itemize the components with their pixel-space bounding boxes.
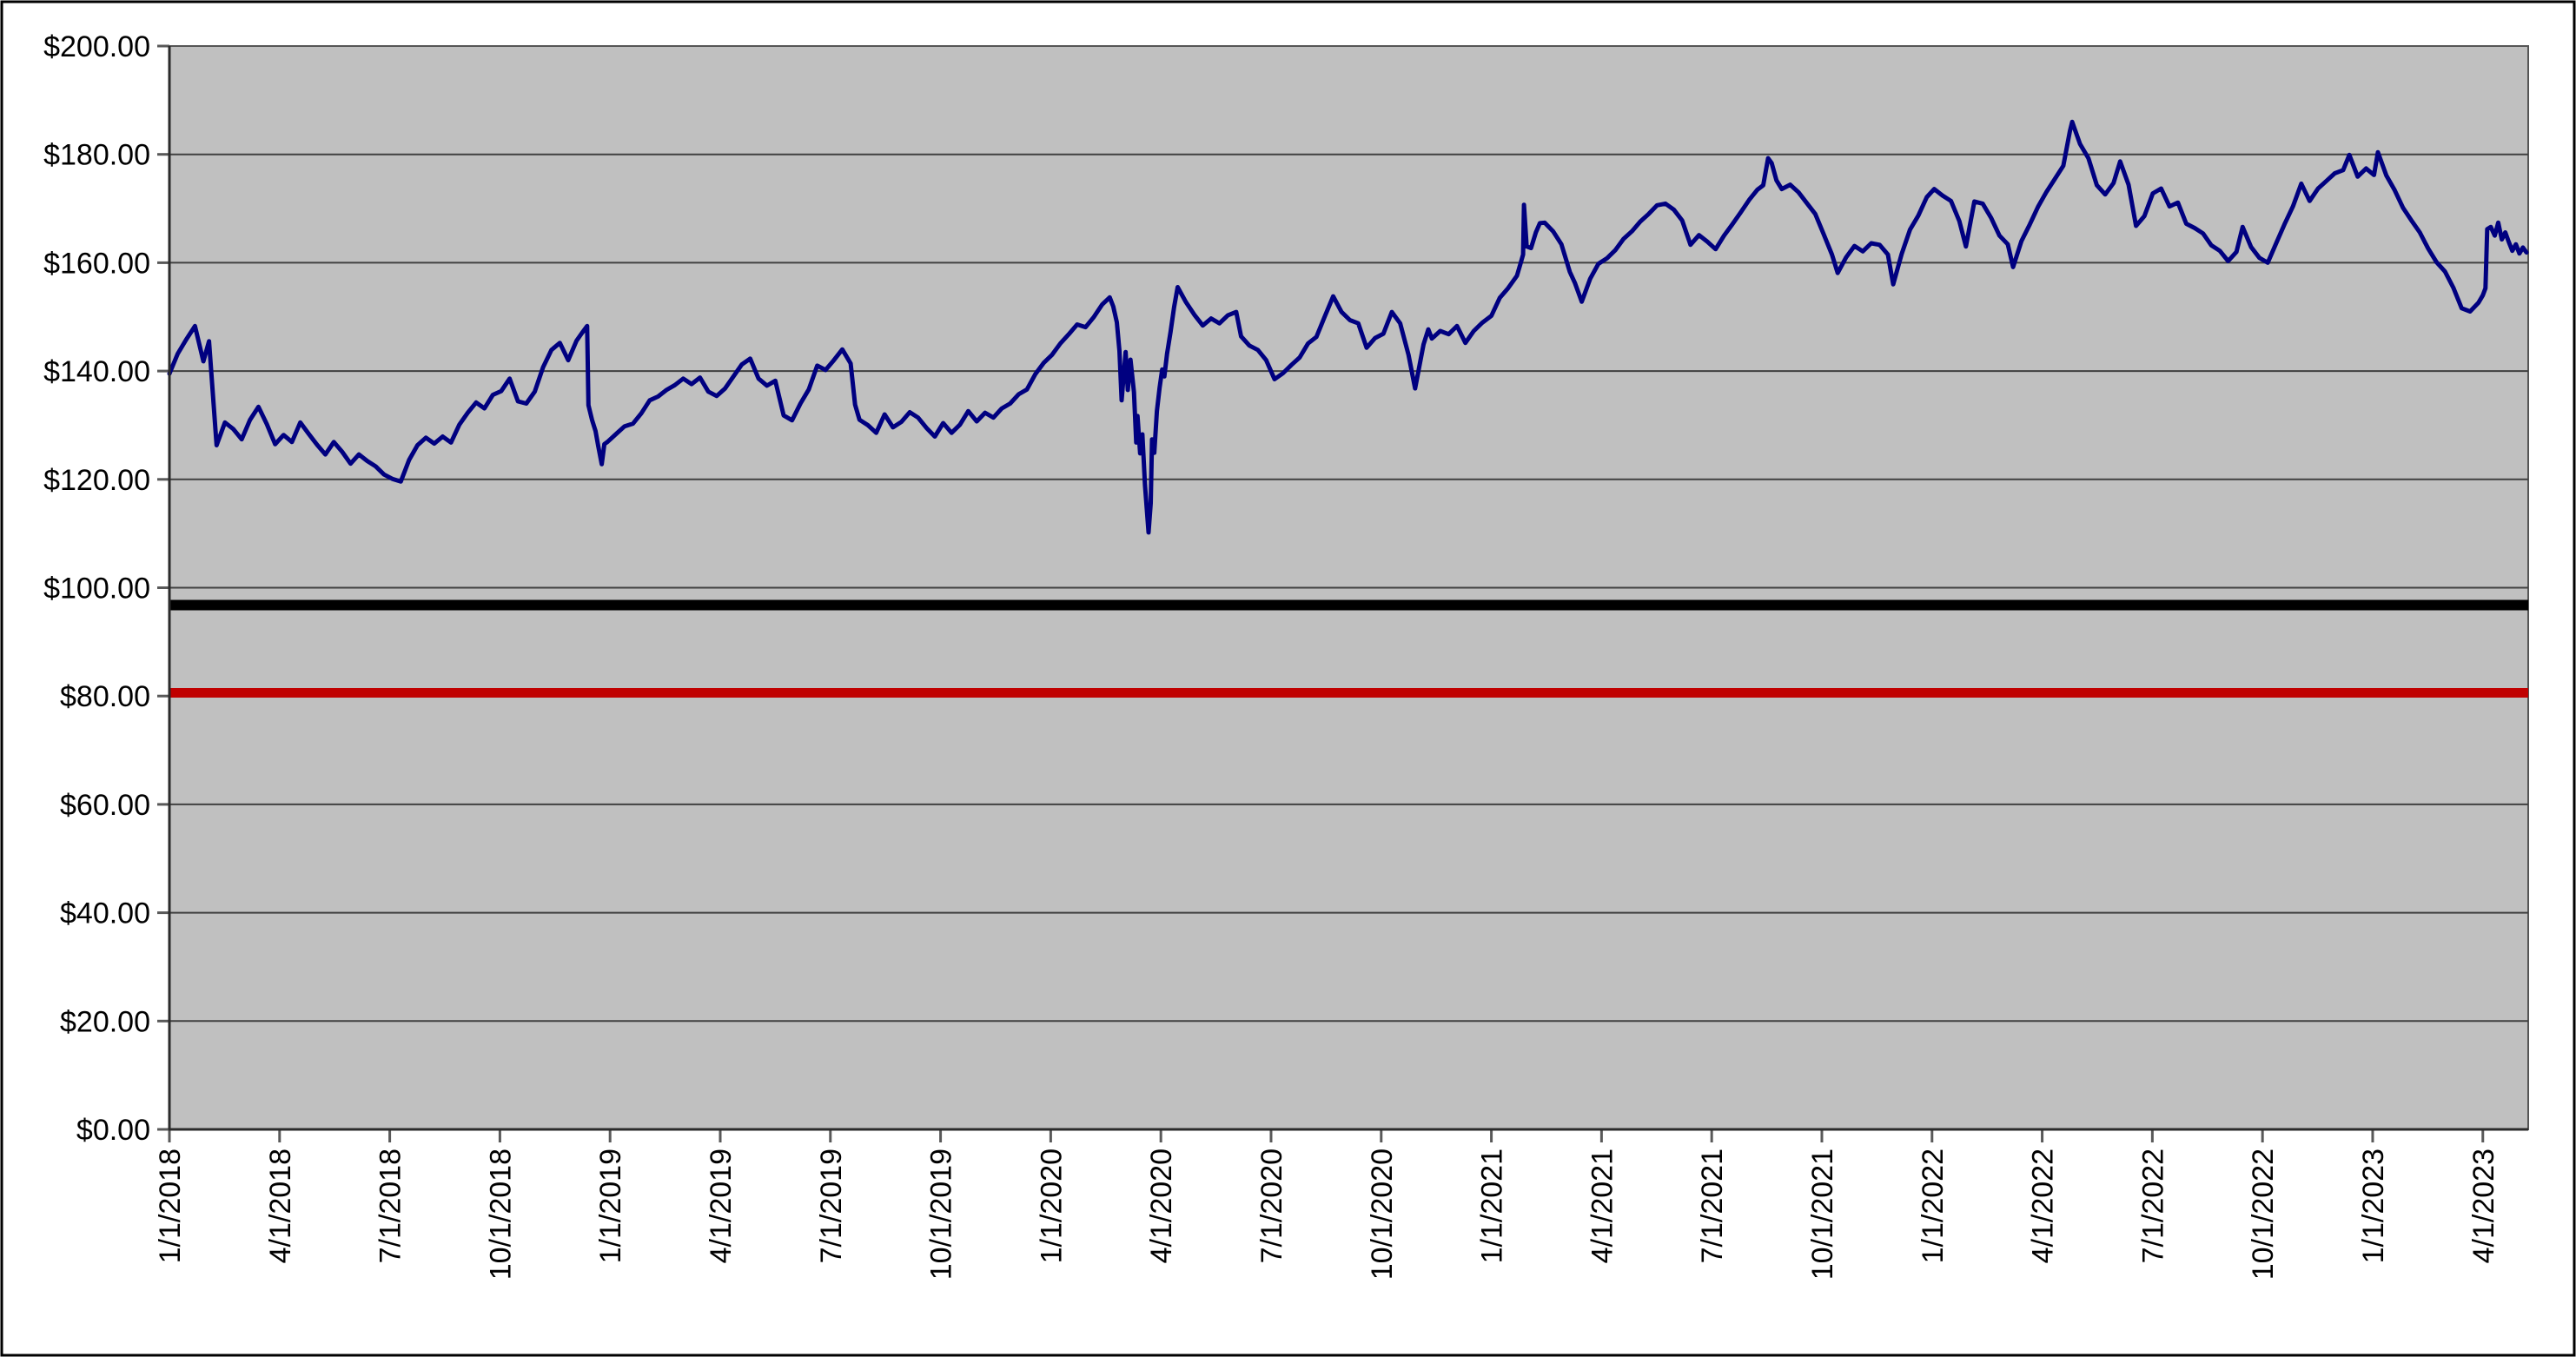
x-axis-label-4/1/2022: 4/1/2022 <box>2027 1148 2060 1263</box>
y-axis-ticks <box>157 44 169 1131</box>
y-axis-labels: $200.00 $180.00 $160.00 $140.00 $120.00 $100.… <box>43 30 150 1147</box>
x-axis-label-7/1/2018: 7/1/2018 <box>374 1148 407 1263</box>
x-axis-label-4/1/2020: 4/1/2020 <box>1145 1148 1178 1263</box>
y-axis-label-100: $100.00 <box>43 573 150 606</box>
x-axis-label-4/1/2019: 4/1/2019 <box>705 1148 738 1263</box>
x-axis-label-7/1/2019: 7/1/2019 <box>815 1148 848 1263</box>
x-axis-label-4/1/2021: 4/1/2021 <box>1586 1148 1619 1263</box>
y-axis-label-180: $180.00 <box>43 139 150 172</box>
x-axis-label-1/1/2022: 1/1/2022 <box>1917 1148 1950 1263</box>
x-axis-label-4/1/2018: 4/1/2018 <box>264 1148 297 1263</box>
y-axis-label-160: $160.00 <box>43 247 150 280</box>
x-axis-label-7/1/2022: 7/1/2022 <box>2136 1148 2169 1263</box>
x-axis-label-10/1/2022: 10/1/2022 <box>2247 1148 2280 1280</box>
x-axis-label-7/1/2021: 7/1/2021 <box>1696 1148 1729 1263</box>
y-axis-label-200: $200.00 <box>43 30 150 63</box>
x-axis-label-1/1/2018: 1/1/2018 <box>154 1148 187 1263</box>
x-axis-label-10/1/2021: 10/1/2021 <box>1806 1148 1839 1280</box>
x-axis-label-10/1/2020: 10/1/2020 <box>1366 1148 1399 1280</box>
y-axis-label-40: $40.00 <box>60 897 150 930</box>
y-axis-label-0: $0.00 <box>76 1114 150 1147</box>
x-axis-ticks <box>168 1129 2485 1142</box>
x-axis-label-1/1/2021: 1/1/2021 <box>1476 1148 1509 1263</box>
y-axis-label-20: $20.00 <box>60 1005 150 1038</box>
x-axis-label-1/1/2023: 1/1/2023 <box>2357 1148 2390 1263</box>
daily-share-price-line <box>167 119 2529 535</box>
x-axis-label-1/1/2020: 1/1/2020 <box>1035 1148 1068 1263</box>
x-axis-label-4/1/2023: 4/1/2023 <box>2467 1148 2500 1263</box>
x-axis-label-7/1/2020: 7/1/2020 <box>1255 1148 1288 1263</box>
x-axis-label-1/1/2019: 1/1/2019 <box>594 1148 627 1263</box>
y-axis-label-60: $60.00 <box>60 789 150 822</box>
y-axis-label-120: $120.00 <box>43 464 150 497</box>
reference-lines <box>169 599 2528 698</box>
y-axis-label-140: $140.00 <box>43 355 150 388</box>
x-axis-label-10/1/2019: 10/1/2019 <box>925 1148 958 1280</box>
x-axis-labels: 1/1/2018 4/1/2018 7/1/2018 10/1/2018 1/1/201… <box>154 1148 2500 1280</box>
x-axis-label-10/1/2018: 10/1/2018 <box>484 1148 517 1280</box>
y-axis-label-80: $80.00 <box>60 680 150 713</box>
